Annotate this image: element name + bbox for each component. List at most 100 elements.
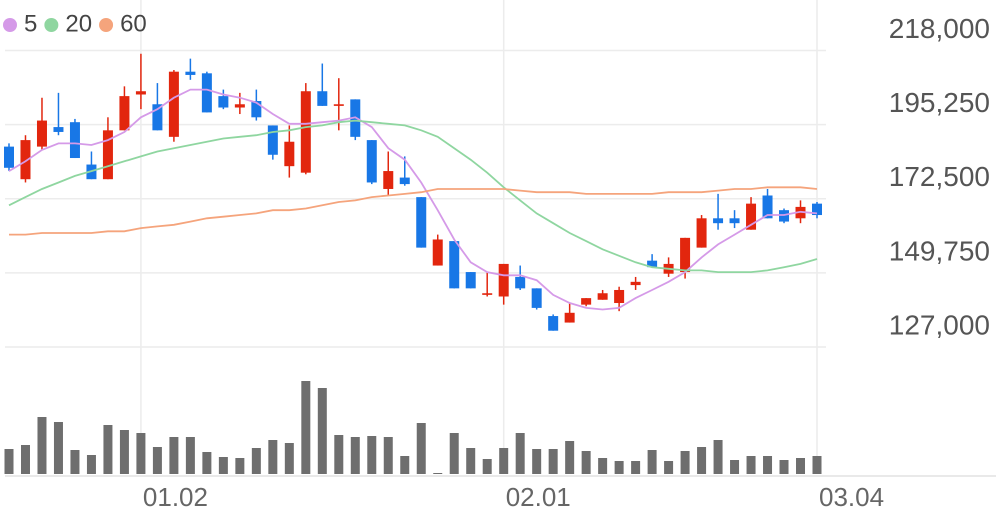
candle-body bbox=[36, 120, 47, 147]
volume-bar bbox=[433, 473, 443, 474]
volume-bar bbox=[598, 458, 608, 474]
candle-body bbox=[366, 140, 377, 183]
volume-bar bbox=[334, 435, 344, 474]
x-tick-label: 02.01 bbox=[506, 482, 571, 512]
candle-body bbox=[135, 91, 146, 95]
candle-body bbox=[746, 203, 757, 230]
candle-body bbox=[416, 197, 427, 248]
candle-body bbox=[713, 218, 724, 224]
candle-body bbox=[152, 104, 163, 131]
legend-label: 60 bbox=[120, 10, 147, 37]
volume-bar bbox=[515, 433, 525, 474]
candle-body bbox=[201, 73, 212, 113]
volume-bar bbox=[284, 443, 294, 474]
volume-bar bbox=[86, 455, 96, 474]
ma-line bbox=[8, 88, 818, 311]
volume-bar bbox=[532, 449, 542, 474]
legend-label: 5 bbox=[24, 10, 37, 37]
volume-bar bbox=[664, 461, 674, 474]
candle-body bbox=[168, 71, 179, 137]
candle-body bbox=[234, 104, 245, 108]
volume-bar bbox=[218, 457, 228, 474]
candle-body bbox=[680, 237, 691, 273]
legend-dot bbox=[99, 18, 114, 32]
candle-body bbox=[465, 272, 476, 289]
candle-body bbox=[317, 91, 328, 106]
candle-body bbox=[564, 312, 575, 323]
candle-body bbox=[102, 130, 113, 180]
candle-body bbox=[251, 101, 262, 118]
volume-bar bbox=[268, 440, 278, 474]
volume-bar bbox=[152, 447, 162, 474]
volume-bar bbox=[70, 450, 80, 474]
volume-bar bbox=[103, 425, 113, 474]
volume-bar bbox=[350, 437, 360, 474]
volume-bar bbox=[746, 456, 756, 474]
volume-bar bbox=[367, 436, 377, 474]
volume-bar bbox=[449, 433, 459, 474]
volume-bar bbox=[202, 452, 212, 474]
y-tick-label: 218,000 bbox=[889, 13, 990, 44]
volume-bar bbox=[235, 458, 245, 474]
volume-bar bbox=[713, 440, 723, 474]
candle-body bbox=[69, 122, 80, 159]
volume-bar bbox=[169, 437, 179, 474]
candle-body bbox=[548, 316, 559, 331]
x-tick-label: 03.04 bbox=[819, 482, 884, 512]
volume-bar bbox=[697, 447, 707, 474]
volume-bar bbox=[779, 460, 789, 474]
candle-body bbox=[482, 293, 493, 295]
ma-line bbox=[9, 186, 818, 236]
y-tick-label: 172,500 bbox=[889, 161, 990, 192]
candle-body bbox=[630, 281, 641, 286]
volume-bar bbox=[614, 461, 624, 474]
candle-body bbox=[432, 239, 443, 266]
candle-body bbox=[185, 71, 196, 75]
y-tick-label: 149,750 bbox=[889, 235, 990, 266]
volume-bar bbox=[763, 456, 773, 474]
volume-bar bbox=[416, 423, 426, 474]
volume-bar bbox=[20, 445, 30, 474]
candle-body bbox=[284, 141, 295, 167]
volume-bar bbox=[796, 458, 806, 474]
candle-body bbox=[4, 146, 14, 168]
volume-bar bbox=[317, 388, 327, 474]
volume-bar bbox=[482, 459, 492, 474]
candle-body bbox=[267, 125, 278, 155]
volume-bar bbox=[136, 433, 146, 474]
y-tick-label: 127,000 bbox=[889, 309, 990, 340]
volume-bar bbox=[565, 441, 575, 474]
candle-body bbox=[531, 288, 542, 308]
candle-body bbox=[762, 195, 773, 219]
legend-dot bbox=[3, 18, 17, 32]
candle-body bbox=[119, 96, 130, 131]
candle-body bbox=[515, 276, 526, 289]
volume-bar bbox=[301, 381, 311, 474]
x-tick-label: 01.02 bbox=[143, 482, 208, 512]
volume-bar bbox=[680, 451, 690, 474]
candle-body bbox=[449, 241, 460, 289]
volume-bar bbox=[812, 456, 822, 474]
y-tick-label: 195,250 bbox=[889, 87, 990, 118]
candle-body bbox=[696, 218, 707, 248]
candle-body bbox=[498, 263, 509, 297]
volume-bar bbox=[466, 448, 476, 474]
volume-bar bbox=[4, 449, 14, 474]
volume-bar bbox=[37, 417, 47, 474]
candle-body bbox=[581, 298, 592, 305]
candle-body bbox=[614, 289, 625, 304]
volume-bar bbox=[251, 448, 261, 474]
volume-bar bbox=[185, 437, 195, 474]
legend-label: 20 bbox=[65, 10, 92, 37]
candle-body bbox=[383, 171, 394, 189]
volume-bar bbox=[548, 449, 558, 474]
candle-body bbox=[729, 218, 740, 224]
volume-bar bbox=[647, 450, 657, 474]
candle-body bbox=[647, 260, 658, 268]
legend-dot bbox=[44, 18, 59, 32]
candle-body bbox=[399, 177, 410, 185]
candle-body bbox=[812, 203, 822, 216]
volume-bar bbox=[631, 461, 641, 474]
candle-body bbox=[597, 293, 608, 300]
